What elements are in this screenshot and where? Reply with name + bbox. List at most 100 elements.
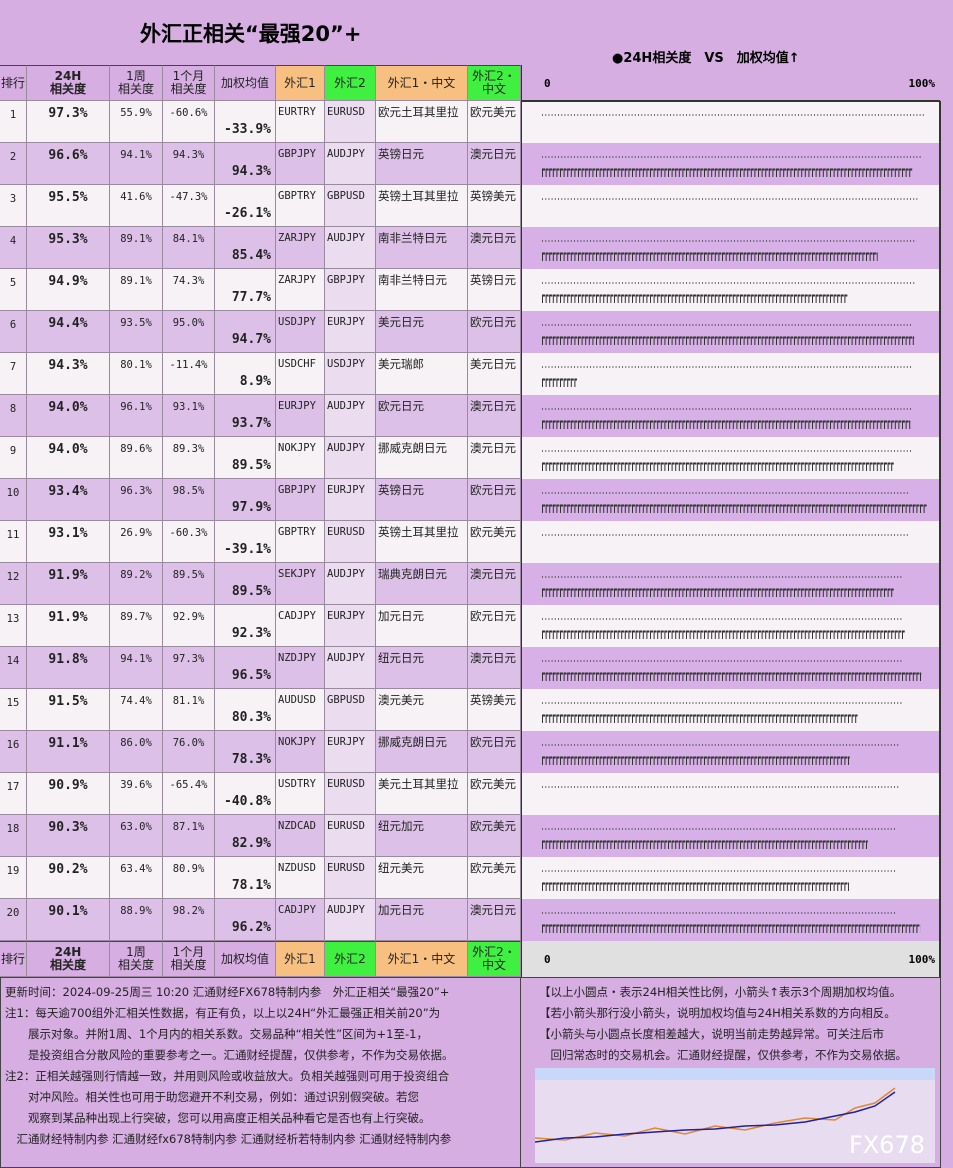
table-cell: -33.9%: [215, 101, 276, 143]
mini-chart-toolbar: [535, 1068, 935, 1080]
table-cell: 4: [0, 227, 27, 269]
table-cell: 南非兰特日元: [376, 269, 468, 311]
table-cell: AUDJPY: [325, 395, 376, 437]
row-band: [520, 857, 940, 899]
table-cell: -65.4%: [163, 773, 215, 815]
header-cell: 外汇2・ 中文: [468, 65, 521, 101]
table-cell: 89.7%: [110, 605, 163, 647]
table-cell: EURJPY: [325, 311, 376, 353]
table-cell: 18: [0, 815, 27, 857]
note-line: 是投资组合分散风险的重要参考之一。汇通财经提醒，仅供参考，不作为交易依据。: [5, 1048, 454, 1062]
table-cell: 87.1%: [163, 815, 215, 857]
table-cell: 96.5%: [215, 647, 276, 689]
table-cell: 2: [0, 143, 27, 185]
scale-label: 0: [544, 77, 551, 90]
table-cell: 89.3%: [163, 437, 215, 479]
table-cell: 88.9%: [110, 899, 163, 941]
table-cell: EURJPY: [325, 731, 376, 773]
table-cell: AUDJPY: [325, 227, 376, 269]
table-cell: 97.3%: [163, 647, 215, 689]
note-line: 展示对象。并附1周、1个月内的相关系数。交易品种“相关性”区间为+1至-1，: [5, 1027, 428, 1041]
table-cell: ZARJPY: [276, 269, 325, 311]
table-cell: 89.2%: [110, 563, 163, 605]
table-cell: 97.9%: [215, 479, 276, 521]
table-cell: 澳元日元: [468, 143, 521, 185]
table-cell: USDTRY: [276, 773, 325, 815]
table-cell: 8: [0, 395, 27, 437]
table-cell: AUDJPY: [325, 437, 376, 479]
table-cell: AUDJPY: [325, 899, 376, 941]
table-cell: EURUSD: [325, 857, 376, 899]
table-cell: 41.6%: [110, 185, 163, 227]
footer-header-cell: 外汇1・中文: [376, 941, 468, 977]
table-cell: 加元日元: [376, 605, 468, 647]
table-cell: 欧元日元: [376, 395, 468, 437]
table-cell: -60.3%: [163, 521, 215, 563]
mini-chart-bg: [535, 1068, 935, 1163]
table-cell: 94.4%: [27, 311, 110, 353]
table-cell: NZDCAD: [276, 815, 325, 857]
table-cell: CADJPY: [276, 605, 325, 647]
table-cell: 93.5%: [110, 311, 163, 353]
table-cell: 纽元加元: [376, 815, 468, 857]
table-cell: 94.7%: [215, 311, 276, 353]
table-cell: 98.2%: [163, 899, 215, 941]
table-cell: 97.3%: [27, 101, 110, 143]
table-cell: 92.9%: [163, 605, 215, 647]
table-cell: USDJPY: [325, 353, 376, 395]
table-cell: 11: [0, 521, 27, 563]
table-cell: 南非兰特日元: [376, 227, 468, 269]
row-band: [520, 605, 940, 647]
table-cell: 欧元美元: [468, 815, 521, 857]
row-band: [520, 689, 940, 731]
header-cell: 外汇1: [276, 65, 325, 101]
header-cell: 24H 相关度: [27, 65, 110, 101]
table-cell: 美元瑞郎: [376, 353, 468, 395]
table-cell: EURJPY: [325, 605, 376, 647]
row-band: [520, 227, 940, 269]
table-cell: 20: [0, 899, 27, 941]
table-cell: 1: [0, 101, 27, 143]
table-cell: 86.0%: [110, 731, 163, 773]
note-line: 观察到某品种出现上行突破，您可以用高度正相关品种看它是否也有上行突破。: [5, 1111, 431, 1125]
table-cell: USDCHF: [276, 353, 325, 395]
footer-header-cell: 排行: [0, 941, 27, 977]
table-cell: 91.9%: [27, 605, 110, 647]
table-cell: 10: [0, 479, 27, 521]
table-cell: 挪威克朗日元: [376, 731, 468, 773]
panel-footer-bg: [520, 941, 940, 977]
table-cell: NZDUSD: [276, 857, 325, 899]
table-cell: 91.5%: [27, 689, 110, 731]
legend-title: ●24H相关度 VS 加权均值↑: [612, 51, 800, 66]
table-cell: 76.0%: [163, 731, 215, 773]
table-cell: 63.4%: [110, 857, 163, 899]
table-cell: 澳元日元: [468, 647, 521, 689]
table-cell: 英镑美元: [468, 689, 521, 731]
table-cell: 澳元日元: [468, 563, 521, 605]
note-line: 更新时间：2024-09-25周三 10:20 汇通财经FX678特制内参 外汇…: [5, 985, 450, 999]
table-cell: 17: [0, 773, 27, 815]
table-cell: 77.7%: [215, 269, 276, 311]
table-cell: 纽元美元: [376, 857, 468, 899]
notes-left: 更新时间：2024-09-25周三 10:20 汇通财经FX678特制内参 外汇…: [0, 977, 521, 1168]
table-cell: 90.2%: [27, 857, 110, 899]
bar-panel: 0 100% 0 100%: [520, 65, 953, 978]
scale-label: 0: [544, 953, 551, 966]
row-band: [520, 101, 940, 143]
footer-header-cell: 外汇2: [325, 941, 376, 977]
footer-header-cell: 加权均值: [215, 941, 276, 977]
table-cell: -60.6%: [163, 101, 215, 143]
table-cell: 80.3%: [215, 689, 276, 731]
table-cell: 15: [0, 689, 27, 731]
table-cell: 7: [0, 353, 27, 395]
table-cell: 欧元日元: [468, 479, 521, 521]
table-cell: GBPJPY: [276, 479, 325, 521]
header-cell: 1个月 相关度: [163, 65, 215, 101]
row-band: [520, 899, 940, 941]
table-cell: 19: [0, 857, 27, 899]
note-line: 【小箭头与小圆点长度相差越大，说明当前走势越异常。可关注后市: [539, 1027, 884, 1041]
footer-header-cell: 1个月 相关度: [163, 941, 215, 977]
table-cell: 89.6%: [110, 437, 163, 479]
table-cell: 澳元日元: [468, 899, 521, 941]
table-cell: 96.1%: [110, 395, 163, 437]
